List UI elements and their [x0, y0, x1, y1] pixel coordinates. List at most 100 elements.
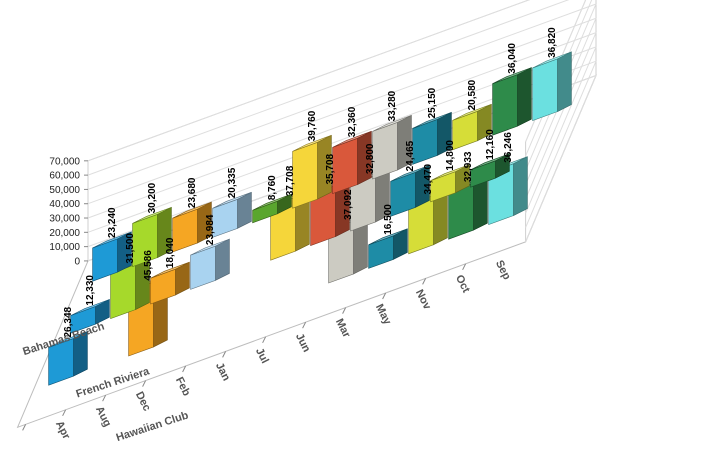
bar-side [517, 67, 532, 127]
bar-side [513, 156, 528, 217]
bar-top [368, 228, 408, 246]
x-tick-label: May [373, 302, 394, 327]
y-tick-label: 40,000 [49, 199, 80, 210]
bar [172, 201, 212, 253]
x-tick [422, 278, 427, 285]
bar [452, 103, 492, 151]
data-label: 36,246 [503, 132, 514, 163]
y-tick-label: 0 [74, 256, 80, 267]
data-label: 8,760 [267, 175, 278, 200]
x-tick-label: Mar [333, 317, 353, 341]
x-tick [302, 321, 307, 329]
bar [70, 299, 110, 334]
gridline [87, 46, 597, 233]
x-tick-label: Dec [133, 390, 153, 413]
gridline [87, 60, 597, 248]
bar-top [92, 231, 132, 249]
y-tick-label: 50,000 [49, 185, 80, 196]
bar [492, 67, 532, 136]
x-tick [342, 307, 347, 314]
bar-front [492, 74, 518, 136]
bar-top [430, 164, 470, 181]
gridline [87, 17, 597, 205]
y-tick-label: 60,000 [49, 171, 80, 182]
data-label: 32,800 [365, 143, 376, 174]
gridline [87, 31, 597, 219]
data-label: 31,500 [125, 233, 136, 264]
bar [212, 191, 252, 238]
bar-top [292, 135, 332, 152]
data-label: 33,280 [387, 90, 398, 121]
data-label: 20,580 [467, 79, 478, 110]
x-tick-label: Apr [53, 419, 73, 442]
data-label: 20,335 [227, 167, 238, 198]
bar-top [252, 193, 292, 211]
bar-top [332, 131, 372, 148]
y-tick-label: 10,000 [49, 242, 80, 253]
bar-front [292, 141, 318, 209]
data-label: 36,820 [547, 27, 558, 58]
bar-top [172, 201, 212, 219]
gridline [87, 74, 597, 262]
x-tick [262, 336, 267, 344]
bar-top [70, 299, 110, 316]
data-label: 23,240 [107, 207, 118, 238]
data-label: 26,348 [63, 306, 74, 337]
data-label: 37,092 [343, 189, 354, 220]
data-label: 36,040 [507, 43, 518, 74]
bar-top [412, 112, 452, 129]
bar-top [390, 165, 430, 182]
x-tick-label: Sep [493, 258, 513, 282]
data-label: 30,200 [147, 182, 158, 213]
x-tick [462, 263, 467, 271]
bar [252, 193, 292, 224]
bar-front [190, 245, 216, 290]
x-tick [382, 292, 387, 300]
bar-front [368, 235, 394, 269]
x-tick [182, 365, 187, 373]
bar-top [190, 238, 230, 256]
bar [48, 331, 88, 386]
bar-top [150, 261, 190, 279]
x-tick-label: Nov [413, 288, 434, 313]
data-labels: 26,348 45,586 37,092 16,500 34,470 32,933 36,2… [63, 27, 558, 338]
y-tick-label: 20,000 [49, 228, 80, 239]
bar [430, 164, 470, 203]
bar [150, 261, 190, 305]
data-label: 32,360 [347, 106, 358, 137]
x-tick [222, 351, 227, 358]
data-label: 23,680 [187, 177, 198, 208]
bar-top [452, 104, 492, 121]
bar-front [372, 121, 398, 180]
data-label: 14,800 [445, 140, 456, 171]
x-tick-label: Jun [293, 331, 313, 354]
bar-front [332, 137, 358, 195]
x-tick [62, 409, 67, 417]
bar-top [48, 331, 88, 348]
data-label: 39,760 [307, 110, 318, 141]
bar [372, 114, 412, 180]
bar [368, 228, 408, 269]
data-label: 18,040 [165, 237, 176, 268]
bar [132, 206, 172, 268]
bar [390, 164, 430, 217]
x-axis-labels: Apr Aug Dec Feb Jan Jul Jun Mar May Nov Oct Sep [22, 258, 513, 442]
data-label: 12,330 [85, 275, 96, 306]
bar [412, 111, 452, 165]
bar-top [372, 115, 412, 132]
data-label: 32,933 [463, 151, 474, 182]
bar-front [150, 268, 176, 305]
data-label: 34,470 [423, 163, 434, 194]
bar [92, 231, 132, 282]
bars: 26,348 45,586 37,092 16,500 34,470 32,933 36,2… [48, 27, 572, 386]
bar [190, 238, 230, 290]
x-tick-label: Feb [173, 375, 193, 398]
data-label: 25,150 [427, 87, 438, 118]
bar [470, 153, 510, 188]
x-tick-label: Aug [93, 404, 113, 429]
data-label: 16,500 [383, 204, 394, 235]
bar-top [492, 67, 532, 84]
x-tick-label: Oct [453, 273, 472, 295]
x-tick [142, 380, 147, 387]
